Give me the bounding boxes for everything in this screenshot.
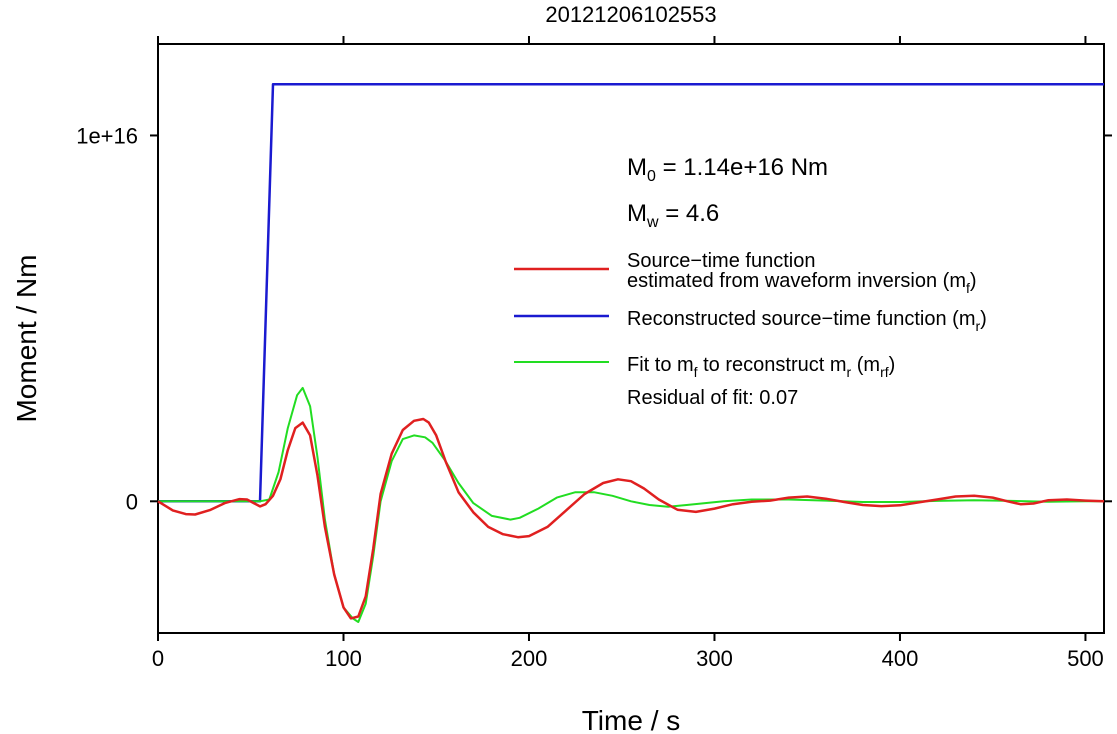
series-line — [158, 386, 1104, 623]
y-axis-title: Moment / Nm — [11, 254, 42, 422]
magnitude-annotation: Mw​ = 4.6 — [627, 200, 719, 231]
x-tick-label: 200 — [511, 646, 548, 671]
plot-border — [157, 43, 1105, 634]
x-tick-label: 300 — [696, 646, 733, 671]
moment-annotation: M0​ = 1.14e+16 Nm — [627, 154, 828, 185]
x-tick-label: 100 — [325, 646, 362, 671]
legend-label: Source−time function — [627, 250, 815, 272]
series-group — [157, 82, 1105, 623]
series-line — [157, 417, 1105, 620]
legend-label: Reconstructed source−time function (mr​) — [627, 308, 987, 334]
x-axis-title: Time / s — [582, 705, 681, 734]
x-tick-label: 400 — [882, 646, 919, 671]
y-tick-label: 0 — [126, 489, 138, 514]
series-line — [158, 82, 1104, 503]
y-tick-label: 1e+16 — [76, 123, 138, 148]
x-tick-label: 0 — [152, 646, 164, 671]
legend-label: estimated from waveform inversion (mf​) — [627, 270, 977, 296]
axis-ticks: 0 100 200 300 400 500 0 1e+16 — [76, 36, 1112, 671]
x-tick-label: 500 — [1067, 646, 1104, 671]
residual-annotation: Residual of fit: 0.07 — [627, 387, 798, 409]
annotations: M0​ = 1.14e+16 Nm Mw​ = 4.6 Residual of fi… — [627, 154, 828, 409]
legend-label: Fit to mf​ to reconstruct mr​ (mrf​) — [627, 354, 895, 380]
plot-frame — [157, 43, 1105, 634]
chart-title: 20121206102553 — [545, 2, 716, 27]
